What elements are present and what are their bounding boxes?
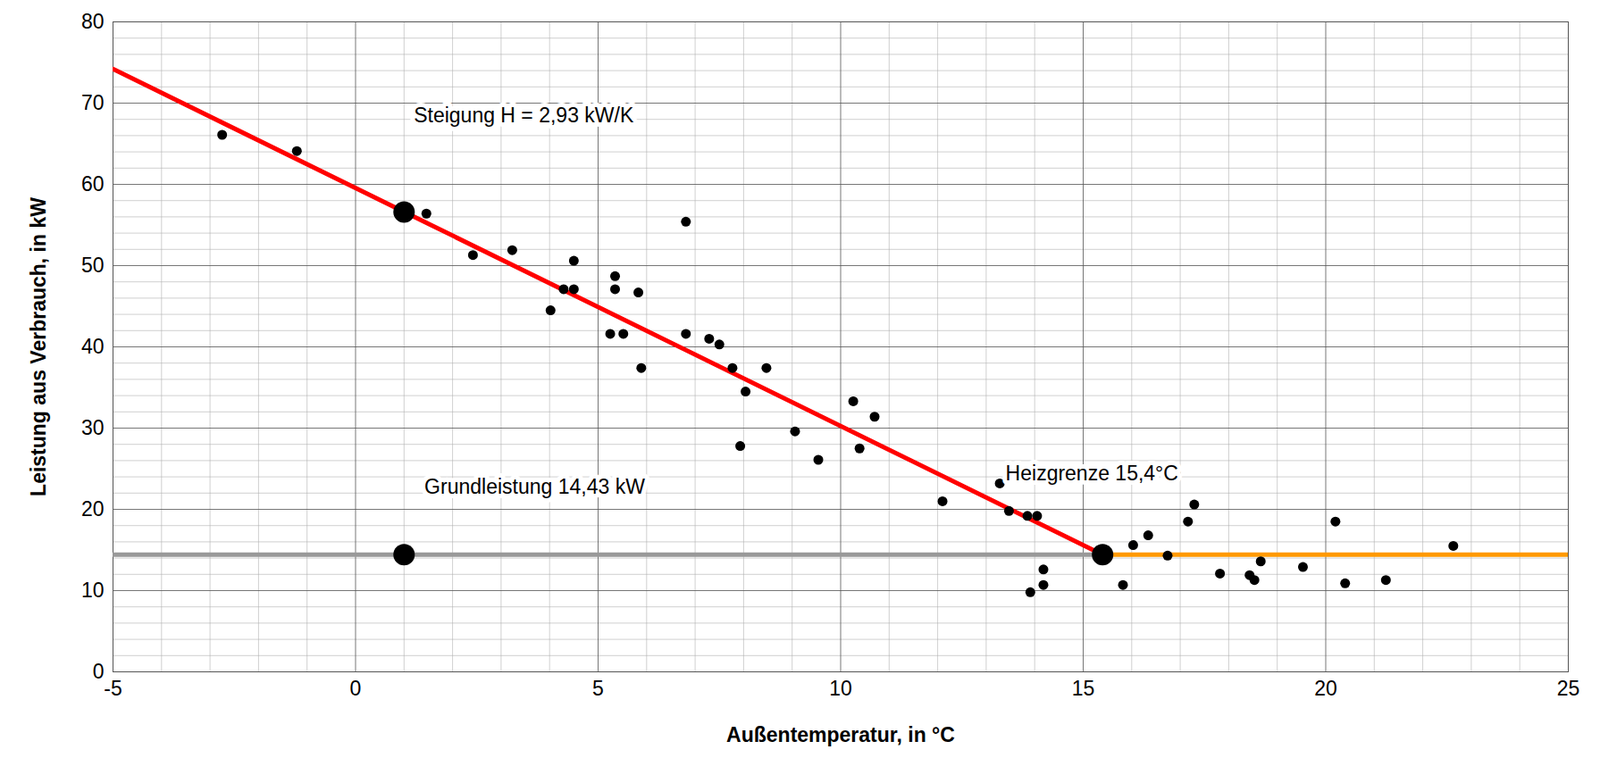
svg-text:Steigung H = 2,93 kW/K: Steigung H = 2,93 kW/K bbox=[413, 103, 635, 127]
svg-text:15: 15 bbox=[1072, 677, 1096, 701]
svg-text:40: 40 bbox=[81, 335, 105, 359]
svg-text:10: 10 bbox=[829, 677, 853, 701]
svg-text:70: 70 bbox=[81, 91, 105, 115]
svg-text:20: 20 bbox=[81, 497, 105, 521]
svg-text:25: 25 bbox=[1557, 677, 1581, 701]
svg-text:-5: -5 bbox=[103, 677, 122, 701]
svg-text:0: 0 bbox=[350, 677, 362, 701]
svg-text:0: 0 bbox=[92, 660, 105, 684]
svg-text:30: 30 bbox=[81, 416, 105, 440]
svg-text:60: 60 bbox=[81, 172, 105, 196]
svg-text:10: 10 bbox=[81, 578, 105, 603]
svg-text:20: 20 bbox=[1314, 677, 1338, 701]
svg-text:Leistung aus Verbrauch, in kW: Leistung aus Verbrauch, in kW bbox=[26, 197, 51, 497]
svg-text:50: 50 bbox=[81, 253, 105, 277]
svg-text:Grundleistung 14,43 kW: Grundleistung 14,43 kW bbox=[424, 475, 646, 499]
svg-text:80: 80 bbox=[81, 9, 105, 34]
svg-text:5: 5 bbox=[592, 677, 604, 701]
svg-text:Außentemperatur, in °C: Außentemperatur, in °C bbox=[726, 723, 955, 747]
svg-text:Heizgrenze 15,4°C: Heizgrenze 15,4°C bbox=[1005, 461, 1179, 486]
